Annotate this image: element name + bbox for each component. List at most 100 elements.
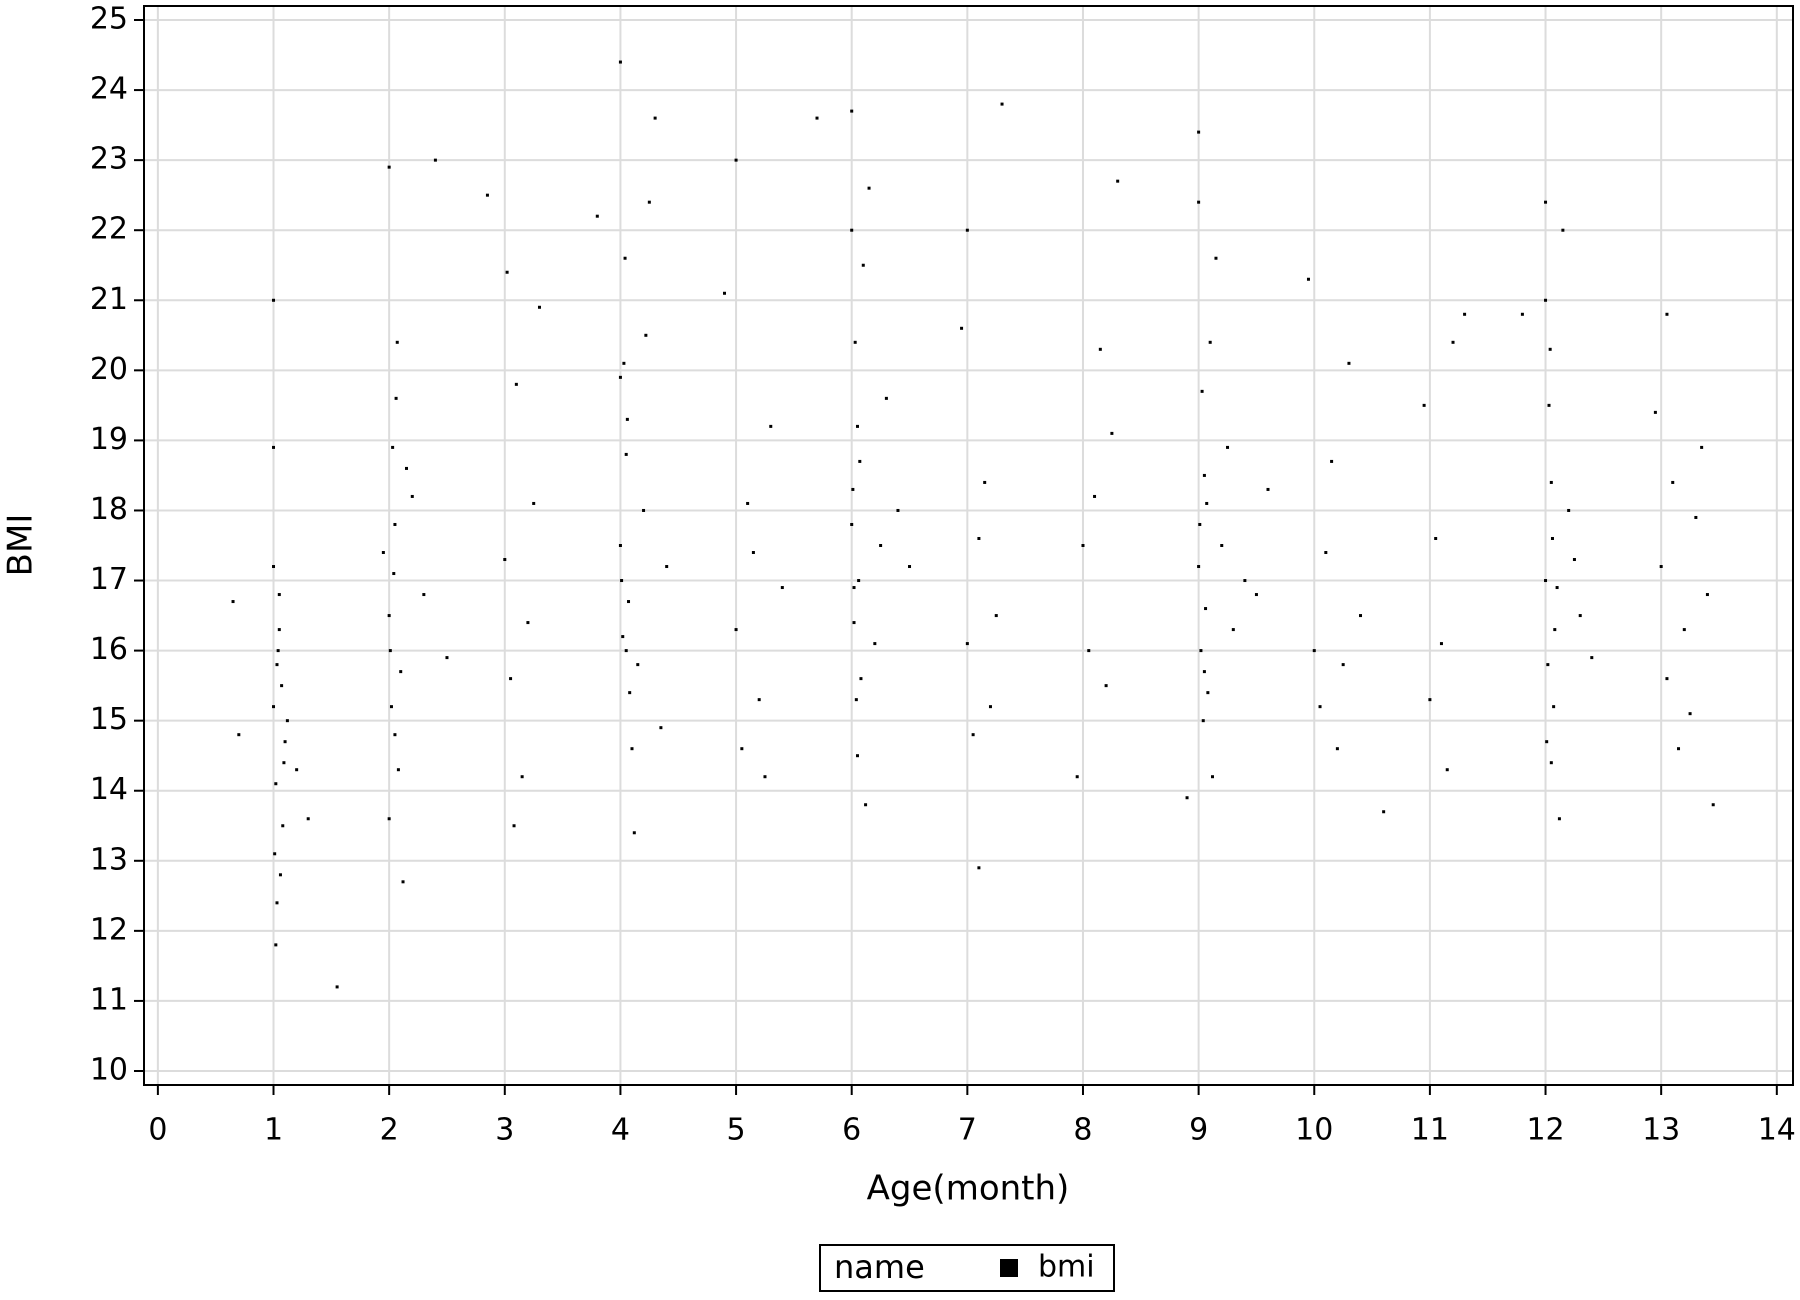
point bbox=[1330, 459, 1334, 463]
grid bbox=[144, 6, 1793, 1085]
point bbox=[1682, 628, 1686, 632]
point bbox=[1549, 761, 1553, 765]
point bbox=[858, 459, 862, 463]
point bbox=[335, 985, 339, 989]
point bbox=[1700, 445, 1704, 449]
point bbox=[1306, 277, 1310, 281]
point bbox=[1206, 691, 1210, 695]
point bbox=[965, 642, 969, 646]
point bbox=[396, 768, 400, 772]
point bbox=[1199, 649, 1203, 653]
point bbox=[1185, 796, 1189, 800]
point bbox=[399, 670, 403, 674]
point bbox=[630, 747, 634, 751]
point bbox=[532, 501, 536, 505]
point bbox=[1463, 312, 1467, 316]
point bbox=[1205, 501, 1209, 505]
point bbox=[1688, 712, 1692, 716]
y-tick-label: 12 bbox=[90, 912, 128, 947]
point bbox=[1231, 628, 1235, 632]
point bbox=[410, 494, 414, 498]
point bbox=[1000, 102, 1004, 106]
point bbox=[624, 649, 628, 653]
point bbox=[1550, 536, 1554, 540]
x-tick-label: 11 bbox=[1411, 1113, 1449, 1148]
point bbox=[1335, 747, 1339, 751]
point bbox=[1434, 536, 1438, 540]
y-tick-label: 17 bbox=[90, 562, 128, 597]
point bbox=[404, 466, 408, 470]
point bbox=[445, 656, 449, 660]
point bbox=[908, 565, 912, 569]
point bbox=[977, 536, 981, 540]
point bbox=[1226, 445, 1230, 449]
point bbox=[1545, 740, 1549, 744]
point bbox=[272, 705, 276, 709]
point bbox=[854, 698, 858, 702]
point bbox=[851, 487, 855, 491]
point bbox=[1081, 544, 1085, 547]
x-tick-label: 8 bbox=[1073, 1113, 1092, 1148]
point bbox=[855, 754, 859, 758]
point bbox=[275, 901, 279, 905]
point bbox=[734, 158, 738, 162]
y-tick-label: 25 bbox=[90, 2, 128, 37]
point bbox=[285, 719, 289, 723]
point bbox=[1098, 347, 1102, 351]
point bbox=[1347, 361, 1351, 365]
x-tick-label: 13 bbox=[1642, 1113, 1680, 1148]
y-tick-label: 23 bbox=[90, 142, 128, 177]
point bbox=[273, 852, 277, 856]
point bbox=[1197, 200, 1201, 204]
point bbox=[1197, 130, 1201, 134]
point bbox=[394, 396, 398, 400]
point bbox=[1653, 410, 1657, 414]
point bbox=[618, 375, 622, 379]
point bbox=[1197, 565, 1201, 569]
point bbox=[965, 228, 969, 232]
point bbox=[1544, 579, 1548, 583]
point bbox=[988, 705, 992, 709]
x-axis-label: Age(month) bbox=[867, 1169, 1070, 1209]
x-tick-label: 0 bbox=[148, 1113, 167, 1148]
point bbox=[623, 256, 627, 260]
point bbox=[1093, 494, 1097, 498]
point bbox=[514, 382, 518, 386]
point bbox=[387, 817, 391, 821]
point bbox=[381, 551, 385, 555]
point bbox=[723, 291, 727, 295]
point bbox=[272, 565, 276, 569]
point bbox=[647, 200, 651, 204]
point bbox=[295, 768, 299, 772]
point bbox=[1198, 522, 1202, 526]
point bbox=[636, 663, 640, 667]
point bbox=[595, 214, 599, 218]
point bbox=[276, 649, 280, 653]
x-tick-label: 3 bbox=[495, 1113, 514, 1148]
point bbox=[1243, 579, 1247, 583]
point bbox=[1665, 312, 1669, 316]
point bbox=[401, 880, 405, 884]
point bbox=[283, 740, 287, 744]
point bbox=[864, 803, 868, 807]
point bbox=[512, 824, 516, 828]
point bbox=[537, 305, 541, 309]
y-tick-label: 21 bbox=[90, 282, 128, 317]
x-tick-label: 2 bbox=[380, 1113, 399, 1148]
point bbox=[1544, 298, 1548, 302]
point bbox=[387, 165, 391, 169]
point bbox=[861, 263, 865, 267]
point bbox=[282, 761, 286, 765]
point bbox=[1544, 200, 1548, 204]
point bbox=[1214, 256, 1218, 260]
point bbox=[1382, 810, 1386, 814]
y-tick-label: 10 bbox=[90, 1052, 128, 1087]
point bbox=[1557, 817, 1561, 821]
point bbox=[1694, 515, 1698, 519]
point bbox=[857, 579, 861, 583]
point bbox=[763, 775, 767, 779]
point bbox=[280, 684, 284, 688]
point bbox=[520, 775, 524, 779]
point bbox=[852, 621, 856, 625]
point bbox=[1202, 670, 1206, 674]
